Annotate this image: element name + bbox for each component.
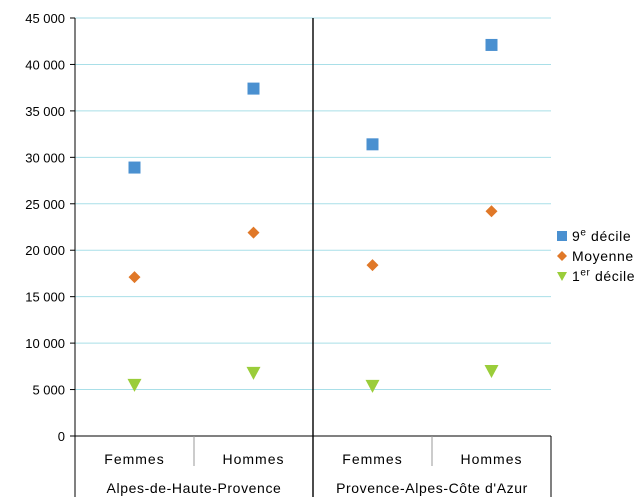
square-marker-icon xyxy=(555,227,568,247)
legend-item-9e-decile: 9e décile xyxy=(555,226,635,246)
data-point xyxy=(484,364,499,378)
data-point xyxy=(247,82,260,95)
category-label: Femmes xyxy=(342,451,402,467)
data-point xyxy=(485,38,498,51)
legend-label-moyenne: Moyenne xyxy=(572,248,634,264)
y-tick-label: 10 000 xyxy=(25,336,65,351)
y-tick-label: 45 000 xyxy=(25,11,65,26)
data-point xyxy=(246,366,261,380)
data-point xyxy=(247,226,260,239)
category-label: Hommes xyxy=(222,451,284,467)
data-point xyxy=(365,379,380,393)
triangle-down-marker-icon xyxy=(555,267,568,287)
legend-label-9e-sup: e xyxy=(580,227,587,239)
y-tick-label: 15 000 xyxy=(25,290,65,305)
legend-item-1er-decile: 1er décile xyxy=(555,266,635,286)
legend: 9e décile Moyenne 1er décile xyxy=(555,226,635,286)
category-label: Femmes xyxy=(104,451,164,467)
data-point xyxy=(485,205,498,218)
group-label: Alpes-de-Haute-Provence xyxy=(107,480,282,496)
y-tick-label: 5 000 xyxy=(32,383,65,398)
y-tick-label: 30 000 xyxy=(25,150,65,165)
data-point xyxy=(127,378,142,392)
y-tick-label: 20 000 xyxy=(25,243,65,258)
data-point xyxy=(366,259,379,272)
y-tick-label: 40 000 xyxy=(25,57,65,72)
y-tick-label: 25 000 xyxy=(25,197,65,212)
legend-item-moyenne: Moyenne xyxy=(555,246,635,266)
y-tick-label: 35 000 xyxy=(25,104,65,119)
data-point xyxy=(128,161,141,174)
group-label: Provence-Alpes-Côte d'Azur xyxy=(336,480,528,496)
category-label: Hommes xyxy=(460,451,522,467)
data-point xyxy=(366,138,379,151)
legend-label-1er-rest: décile xyxy=(590,268,636,284)
legend-label-9e-rest: décile xyxy=(586,228,632,244)
diamond-marker-icon xyxy=(555,247,568,267)
legend-label-1er-sup: er xyxy=(580,267,591,279)
legend-label-9e-base: 9 xyxy=(572,228,581,244)
data-point xyxy=(128,271,141,284)
legend-label-1er-base: 1 xyxy=(572,268,581,284)
y-tick-label: 0 xyxy=(58,429,65,444)
